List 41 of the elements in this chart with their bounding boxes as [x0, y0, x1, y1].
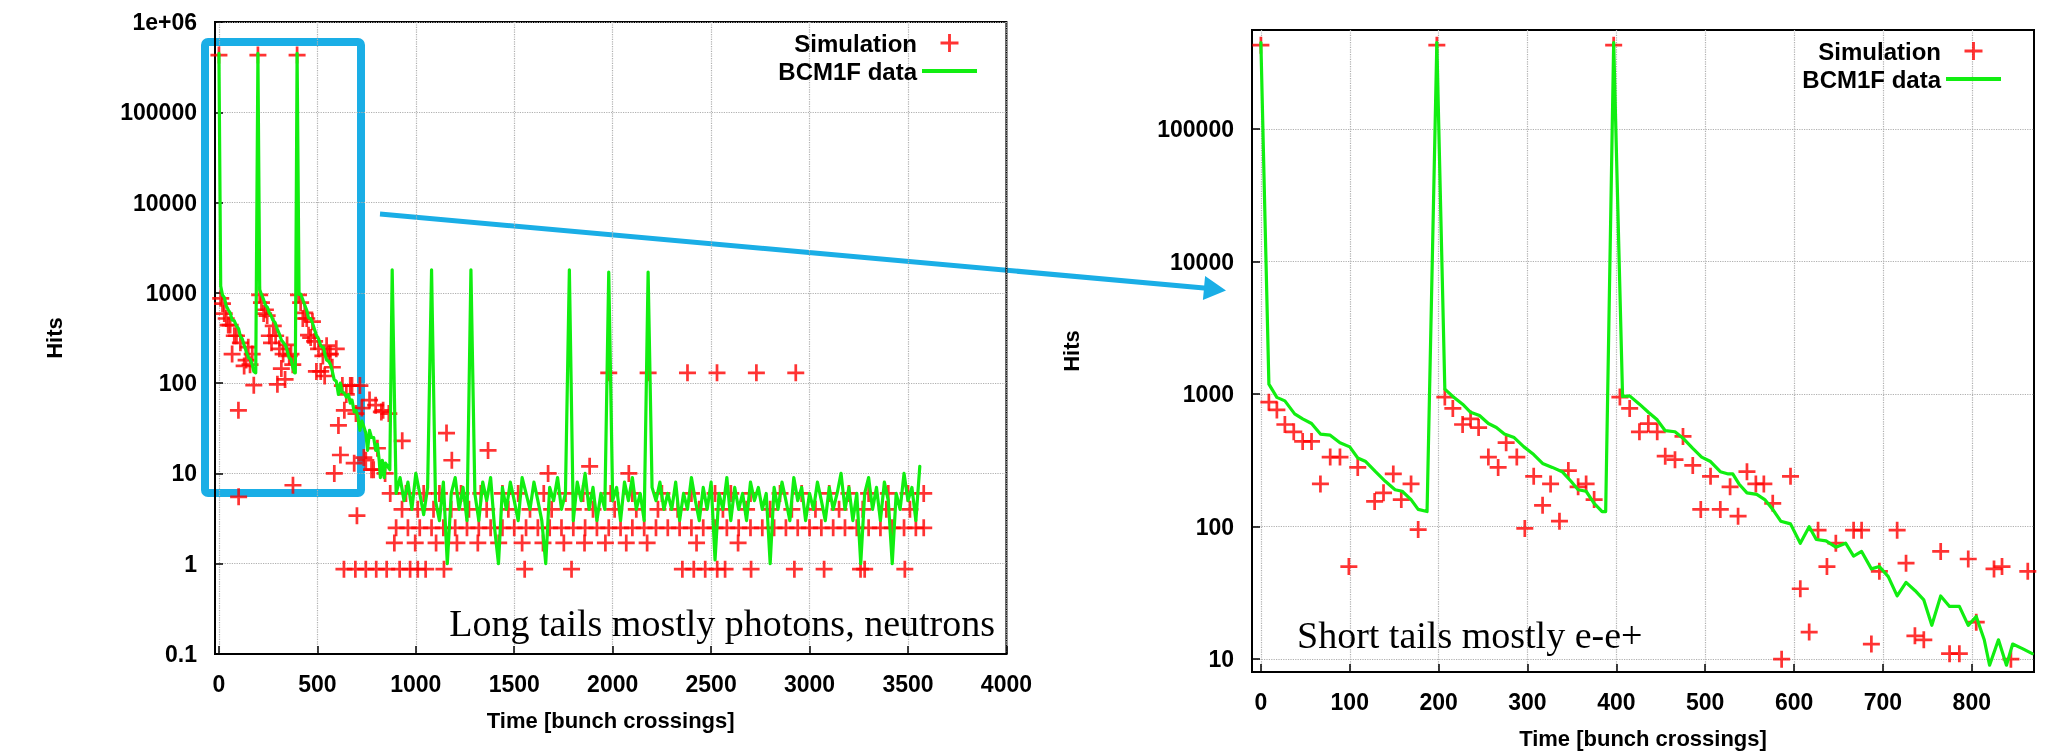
x-tick-label: 0	[1254, 688, 1268, 715]
x-tick-label: 500	[1686, 688, 1725, 715]
x-tick-label: 200	[1419, 688, 1458, 715]
legend-label: BCM1F data	[778, 57, 918, 85]
x-tick-label: 600	[1774, 688, 1814, 715]
x-tick-label: 2500	[685, 670, 737, 697]
legend-label: Simulation	[1818, 37, 1941, 65]
x-tick-label: 100	[1330, 688, 1369, 715]
y-tick-label: 1000	[1182, 381, 1234, 408]
legend-label: BCM1F data	[1802, 65, 1942, 93]
x-axis-title: Time [bunch crossings]	[486, 707, 735, 733]
x-tick-label: 800	[1952, 688, 1991, 715]
y-tick-label: 10000	[1170, 248, 1234, 275]
x-tick-label: 700	[1863, 688, 1903, 715]
y-tick-label: 1000	[145, 279, 197, 306]
annotation: Short tails mostly e-e+	[1297, 614, 1643, 656]
x-tick-label: 500	[298, 670, 337, 697]
y-tick-label: 100	[1195, 513, 1234, 540]
y-tick-label: 10	[1208, 646, 1234, 673]
y-tick-label: 100	[158, 370, 197, 397]
x-tick-label: 2000	[587, 670, 639, 697]
x-tick-label: 300	[1508, 688, 1547, 715]
legend-label: Simulation	[794, 29, 917, 57]
y-tick-label: 0.1	[165, 641, 198, 667]
y-tick-label: 1	[184, 550, 198, 577]
x-tick-label: 4000	[980, 670, 1032, 697]
x-tick-label: 3000	[783, 670, 836, 697]
y-tick-label: 10	[171, 460, 197, 487]
x-tick-label: 3500	[882, 670, 934, 697]
x-axis-title: Time [bunch crossings]	[1519, 725, 1767, 751]
x-tick-label: 1500	[488, 670, 540, 697]
y-axis-title: Hits	[41, 317, 67, 359]
x-tick-label: 400	[1597, 688, 1636, 715]
y-tick-label: 1e+06	[132, 9, 197, 35]
x-tick-label: 1000	[390, 670, 442, 697]
y-axis-title: Hits	[1058, 330, 1084, 372]
y-tick-label: 10000	[133, 189, 197, 216]
y-tick-label: 100000	[120, 99, 197, 126]
annotation: Long tails mostly photons, neutrons	[449, 602, 996, 644]
x-tick-label: 0	[212, 670, 226, 697]
y-tick-label: 100000	[1157, 116, 1234, 143]
